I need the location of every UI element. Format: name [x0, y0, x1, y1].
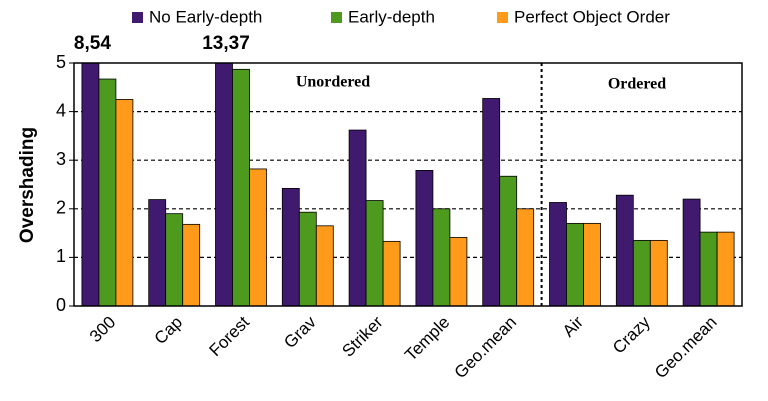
x-tick-label: Grav — [280, 312, 320, 352]
y-tick-label: 1 — [56, 246, 66, 266]
y-axis-label: Overshading — [17, 127, 38, 243]
bar — [382, 240, 401, 306]
bar — [499, 175, 518, 306]
bar — [566, 222, 584, 306]
x-tick-label: Striker — [338, 312, 386, 360]
plot-frame — [73, 62, 743, 307]
bar — [232, 68, 250, 306]
bar — [315, 225, 334, 306]
bar — [298, 211, 317, 306]
bar — [632, 239, 651, 306]
bar — [583, 222, 601, 306]
bars — [81, 63, 735, 306]
bar — [449, 237, 468, 306]
legend-swatch — [497, 12, 508, 23]
bar — [699, 231, 718, 306]
bar — [281, 187, 300, 306]
annotation: Ordered — [608, 76, 666, 93]
bar — [348, 129, 367, 306]
legend-swatch — [331, 12, 342, 23]
value-label: 13,37 — [202, 33, 250, 54]
x-tick-label: Geo.mean — [651, 313, 721, 383]
value-label: 8,54 — [74, 33, 111, 54]
annotation: Unordered — [296, 74, 370, 91]
legend-swatch — [132, 12, 143, 23]
legend-label: Early-depth — [348, 7, 435, 26]
y-tick-label: 3 — [56, 149, 66, 169]
bar — [482, 98, 501, 306]
x-tick-label: Cap — [151, 313, 186, 348]
bar — [432, 208, 451, 306]
bar — [682, 198, 701, 306]
x-tick-label: Temple — [401, 313, 453, 365]
y-tick-label: 5 — [56, 52, 66, 72]
y-tick-label: 4 — [56, 100, 66, 120]
bar — [649, 239, 668, 306]
bar — [98, 78, 117, 306]
x-tick-label: Forest — [205, 312, 253, 360]
bar — [615, 194, 634, 306]
bar — [516, 208, 535, 306]
legend-label: Perfect Object Order — [514, 7, 670, 26]
y-tick-label: 2 — [56, 198, 66, 218]
bar — [249, 168, 267, 306]
bar — [716, 231, 735, 306]
y-tick-label: 0 — [56, 295, 66, 315]
legend-label: No Early-depth — [149, 7, 262, 26]
bar — [182, 223, 201, 306]
x-tick-label: 300 — [86, 313, 119, 346]
bar — [365, 200, 384, 306]
bar — [148, 199, 167, 306]
bar — [549, 202, 567, 306]
x-tick-label: Crazy — [609, 312, 654, 357]
bar — [115, 99, 134, 306]
x-tick-label: Geo.mean — [451, 313, 521, 383]
x-tick-label: Air — [559, 312, 587, 340]
bar — [165, 213, 184, 306]
bar — [415, 170, 434, 306]
